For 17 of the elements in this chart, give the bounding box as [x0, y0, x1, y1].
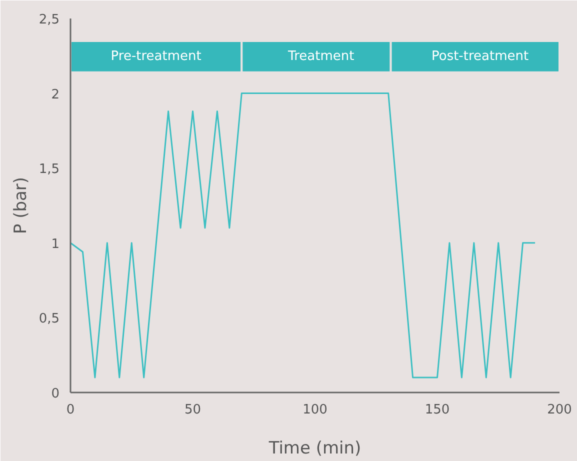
band-label: Post-treatment	[431, 49, 529, 64]
x-tick-label: 200	[547, 402, 572, 418]
band-label: Pre-treatment	[110, 49, 202, 64]
x-tick-label: 150	[424, 402, 450, 418]
y-tick-label: 0	[51, 386, 60, 402]
x-tick-label: 0	[66, 402, 75, 418]
x-tick-label: 100	[302, 402, 328, 418]
band-label: Treatment	[287, 49, 354, 64]
y-axis-title: P (bar)	[10, 176, 31, 234]
y-tick-label: 2,5	[38, 12, 60, 28]
x-axis-title: Time (min)	[268, 438, 362, 458]
y-tick-label: 1	[51, 236, 60, 252]
line-series	[70, 92, 536, 378]
y-tick-label: 2	[51, 87, 60, 102]
x-tick-label: 50	[184, 402, 202, 418]
y-tick-label: 1,5	[38, 162, 60, 178]
y-tick-label: 0,5	[38, 312, 60, 327]
